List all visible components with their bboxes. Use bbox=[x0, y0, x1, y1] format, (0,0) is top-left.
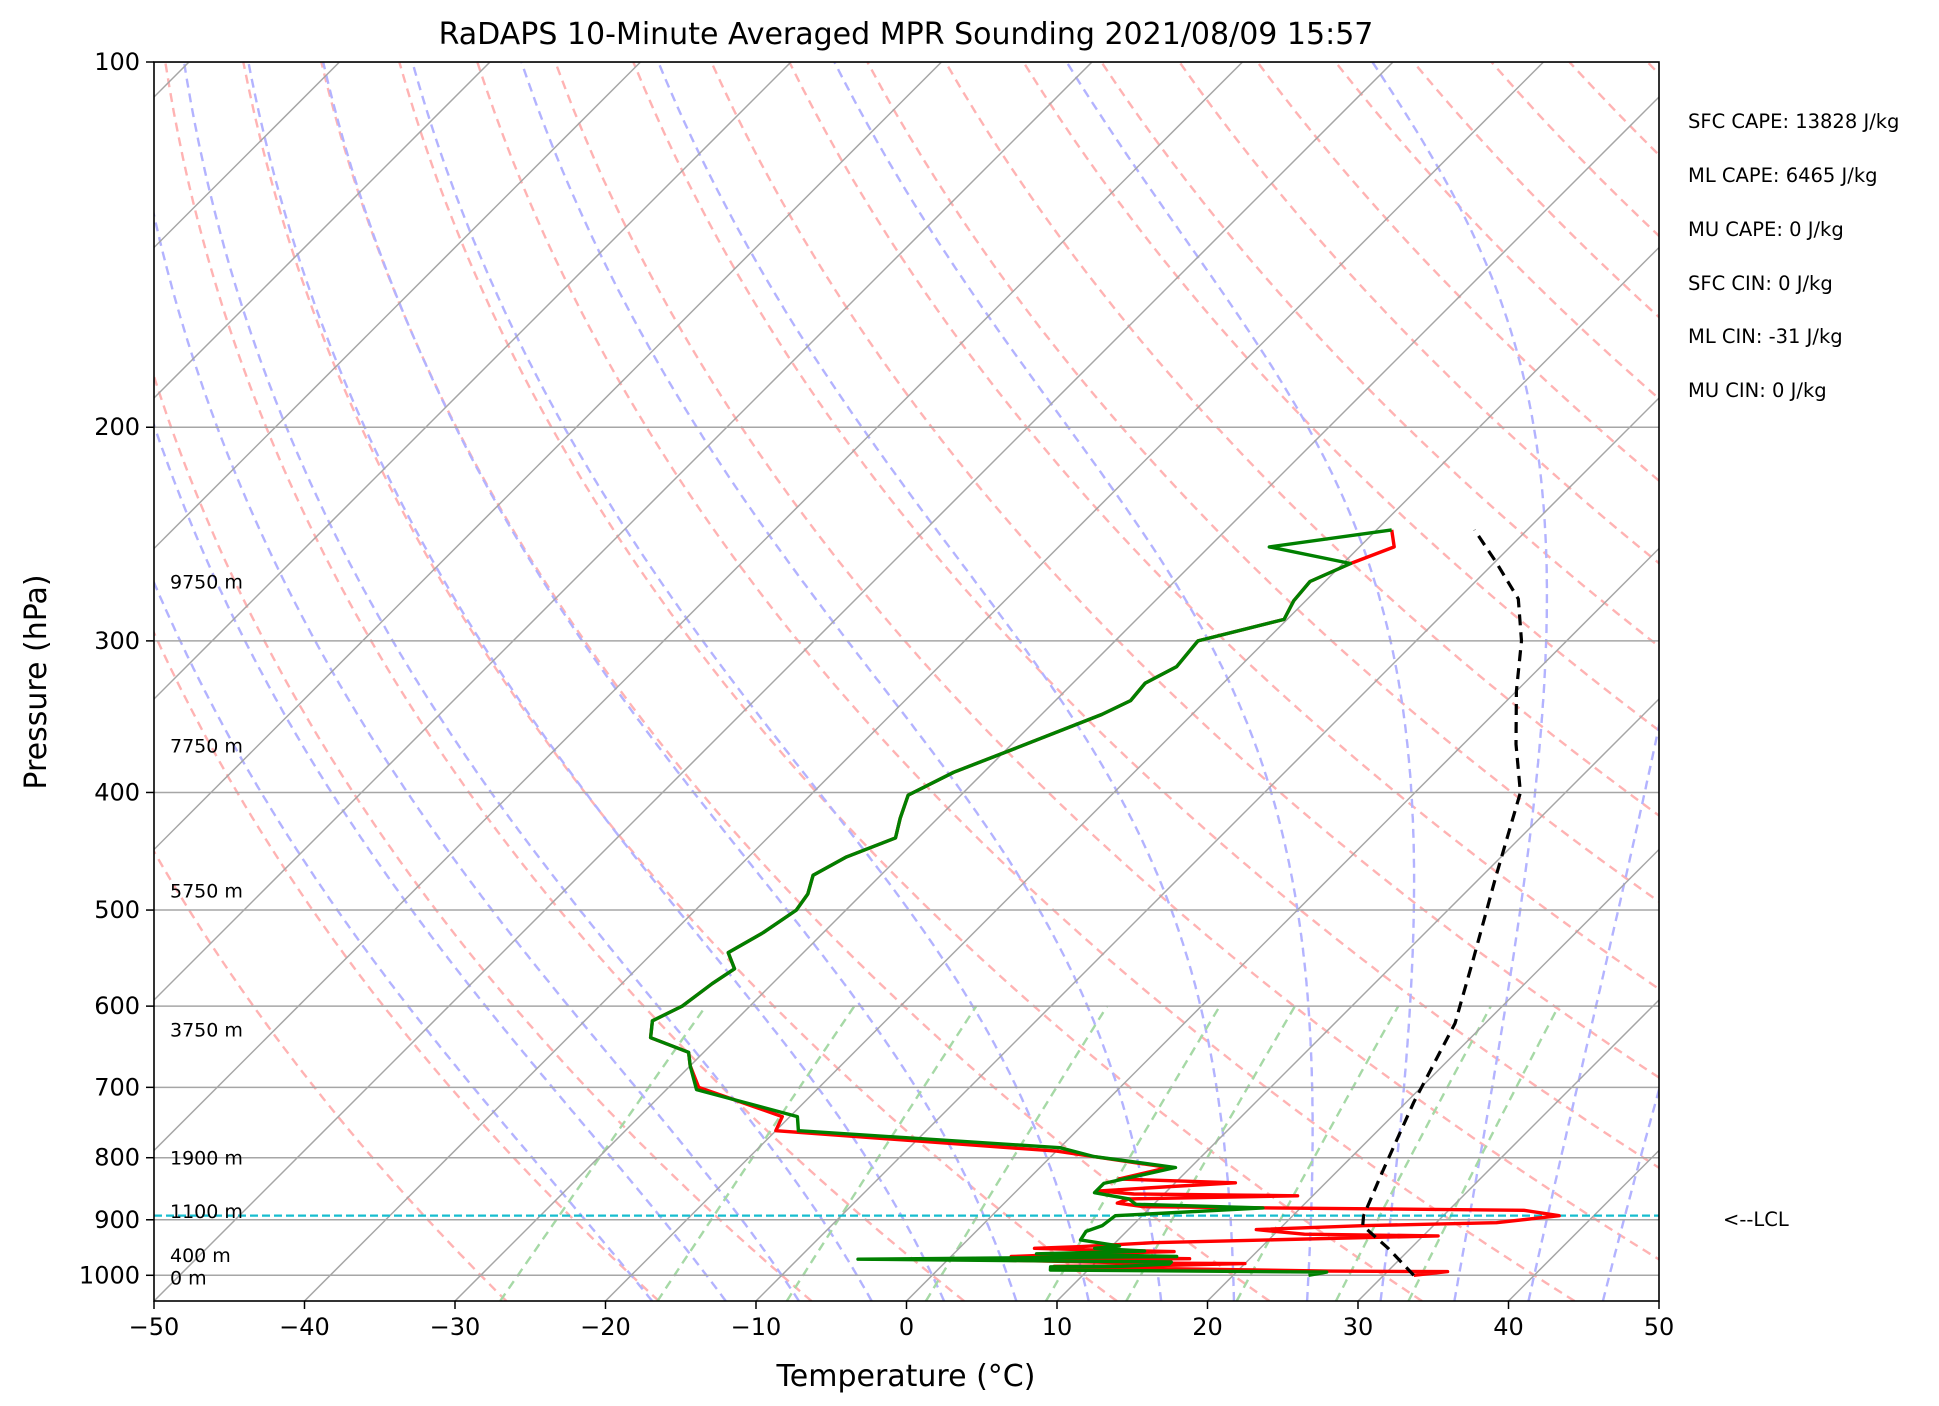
height-label: 3750 m bbox=[170, 1019, 243, 1041]
dry-adiabat bbox=[242, 62, 1118, 1301]
dry-adiabat bbox=[1178, 62, 1659, 565]
height-label: 400 m bbox=[170, 1245, 231, 1267]
x-tick-label: 50 bbox=[1644, 1313, 1675, 1341]
y-tick-label: 600 bbox=[94, 992, 140, 1020]
data-lines bbox=[154, 528, 1659, 1277]
mixing-ratio-line bbox=[785, 1005, 978, 1301]
dry-adiabat bbox=[710, 62, 1659, 1080]
y-tick-label: 200 bbox=[94, 413, 140, 441]
mu-cape-text: MU CAPE: 0 J/kg bbox=[1688, 218, 1844, 241]
isotherm bbox=[154, 62, 1093, 1002]
moist-adiabat bbox=[182, 62, 873, 1301]
ml-cin-text: ML CIN: -31 J/kg bbox=[1688, 325, 1843, 348]
height-label: 1100 m bbox=[170, 1201, 243, 1223]
mixing-ratio-line bbox=[924, 1005, 1109, 1301]
isotherm bbox=[154, 62, 792, 701]
y-tick-label: 1000 bbox=[79, 1261, 140, 1289]
chart-title: RaDAPS 10-Minute Averaged MPR Sounding 2… bbox=[439, 17, 1374, 52]
axis-ticks: −50 −40 −30 −20 −10 0 10 20 30 40 50 100 200 300 400 50… bbox=[79, 48, 1674, 1341]
isotherm bbox=[154, 62, 491, 400]
mixing-ratio-line bbox=[1407, 1005, 1560, 1301]
sfc-cape-text: SFC CAPE: 13828 J/kg bbox=[1688, 110, 1900, 133]
height-label: 0 m bbox=[170, 1267, 207, 1289]
moist-adiabat bbox=[833, 62, 1314, 1301]
x-tick-label: 0 bbox=[899, 1313, 914, 1341]
y-axis-label: Pressure (hPa) bbox=[19, 574, 54, 789]
x-tick-label: −40 bbox=[279, 1313, 330, 1341]
moist-adiabat bbox=[1065, 62, 1416, 1301]
isotherm bbox=[454, 95, 1659, 1301]
isotherm bbox=[604, 246, 1659, 1301]
moist-adiabat bbox=[1371, 62, 1549, 1301]
moist-adiabat bbox=[520, 62, 1163, 1301]
x-tick-label: 40 bbox=[1493, 1313, 1524, 1341]
x-tick-label: −10 bbox=[731, 1313, 782, 1341]
mixing-ratio-line bbox=[1334, 1005, 1492, 1301]
isotherm bbox=[154, 62, 1244, 1152]
grid-lines bbox=[154, 62, 1659, 1301]
x-tick-label: 20 bbox=[1192, 1313, 1223, 1341]
moist-adiabat bbox=[154, 209, 800, 1301]
parcel-line bbox=[1361, 529, 1524, 1277]
x-axis-label: Temperature (°C) bbox=[776, 1359, 1036, 1394]
height-label: 1900 m bbox=[170, 1148, 243, 1170]
height-labels: 9750 m 7750 m 5750 m 3750 m 1900 m 1100 m 400 … bbox=[170, 571, 243, 1289]
isotherm bbox=[1056, 697, 1659, 1301]
ml-cape-text: ML CAPE: 6465 J/kg bbox=[1688, 164, 1878, 187]
mixing-ratio-line bbox=[656, 1005, 856, 1301]
y-tick-label: 700 bbox=[94, 1073, 140, 1101]
isotherm bbox=[154, 62, 1394, 1301]
isotherm bbox=[755, 396, 1659, 1301]
x-tick-label: 10 bbox=[1042, 1313, 1073, 1341]
mixing-ratio-line bbox=[499, 1005, 707, 1301]
lcl-label: <--LCL bbox=[1723, 1208, 1789, 1231]
dry-adiabat bbox=[164, 62, 965, 1301]
y-tick-label: 300 bbox=[94, 627, 140, 655]
dry-adiabat bbox=[320, 62, 1271, 1301]
height-label: 9750 m bbox=[170, 571, 243, 593]
dry-adiabat bbox=[866, 62, 1659, 904]
isotherm bbox=[154, 62, 943, 851]
x-tick-label: −20 bbox=[580, 1313, 631, 1341]
x-tick-label: 30 bbox=[1343, 1313, 1374, 1341]
mu-cin-text: MU CIN: 0 J/kg bbox=[1688, 379, 1827, 402]
dry-adiabat bbox=[1100, 62, 1659, 648]
dry-adiabat bbox=[554, 62, 1659, 1261]
height-label: 7750 m bbox=[170, 736, 243, 758]
y-tick-label: 400 bbox=[94, 778, 140, 806]
y-tick-label: 900 bbox=[94, 1206, 140, 1234]
isotherm bbox=[905, 547, 1659, 1301]
dry-adiabat bbox=[154, 372, 813, 1301]
height-label: 5750 m bbox=[170, 881, 243, 903]
x-tick-label: −50 bbox=[129, 1313, 180, 1341]
sfc-cin-text: SFC CIN: 0 J/kg bbox=[1688, 272, 1833, 295]
isotherm bbox=[303, 62, 1545, 1301]
y-tick-label: 500 bbox=[94, 896, 140, 924]
dry-adiabat bbox=[788, 62, 1659, 991]
isotherm bbox=[1206, 848, 1659, 1301]
isotherm bbox=[154, 62, 642, 550]
y-tick-label: 800 bbox=[94, 1144, 140, 1172]
moist-adiabat bbox=[657, 62, 1236, 1301]
x-tick-label: −30 bbox=[430, 1313, 481, 1341]
isotherm bbox=[1357, 998, 1659, 1301]
dry-adiabat bbox=[632, 62, 1659, 1170]
y-tick-label: 100 bbox=[94, 48, 140, 76]
dewpoint-line bbox=[648, 528, 1392, 1277]
